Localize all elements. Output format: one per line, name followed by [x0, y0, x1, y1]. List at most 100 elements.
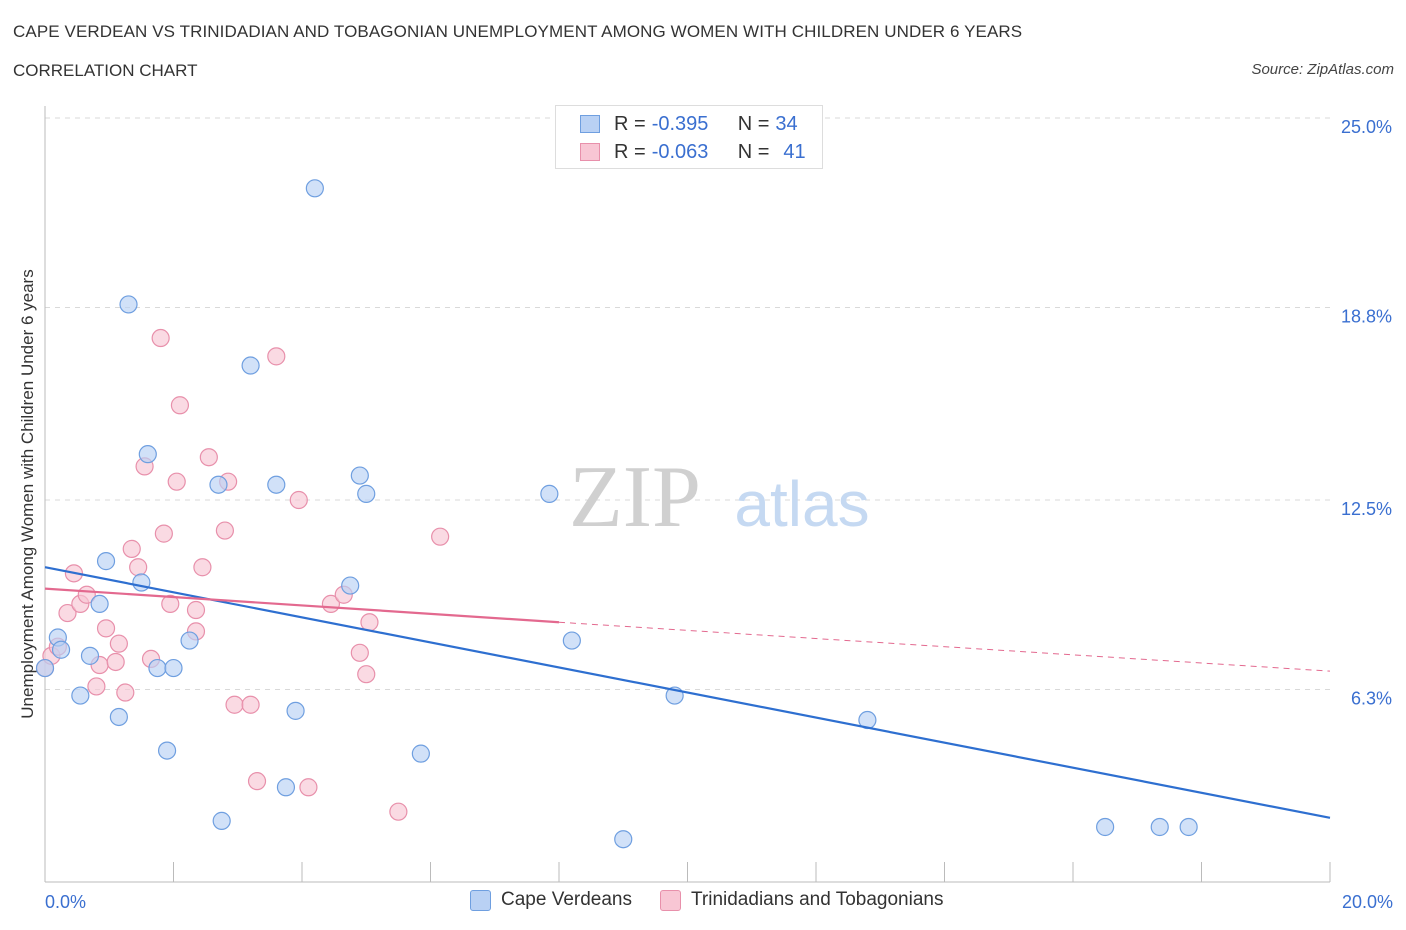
trend-lines: [44, 566, 1331, 819]
trinidadian-point: [247, 772, 267, 791]
legend-swatch-pink: [660, 889, 681, 911]
n-label: N =: [737, 140, 770, 163]
r-value: -0.395: [651, 112, 709, 135]
watermark-atlas: atlas: [734, 468, 869, 540]
y-tick-labels: 6.3% 12.5% 18.8% 25.0%: [1341, 117, 1392, 708]
watermark: ZIP atlas: [569, 449, 870, 546]
x-tick-labels: 0.0% 20.0%: [45, 892, 1393, 912]
cape-verdean-point: [350, 466, 369, 485]
stats-row-cape-verdeans: R = -0.395 N = 34: [580, 112, 798, 136]
cape-verdean-point: [276, 778, 296, 797]
cape-verdean-point: [109, 707, 128, 727]
y-tick-label: 25.0%: [1341, 117, 1392, 137]
legend-swatch-blue: [580, 115, 600, 133]
cape-verdean-point: [212, 811, 231, 830]
r-label: R =: [614, 140, 646, 163]
stats-legend: R = -0.395 N = 34 R = -0.063 N = 41: [555, 105, 823, 169]
trinidadian-point: [360, 613, 379, 632]
trinidadian-point: [193, 558, 212, 577]
r-value: -0.063: [651, 140, 709, 163]
cape-verdean-point: [411, 744, 430, 763]
y-tick-label: 12.5%: [1341, 499, 1392, 519]
cape-verdean-point: [51, 640, 71, 659]
cape-verdean-point: [1096, 817, 1115, 837]
trinidadian-point: [58, 603, 77, 623]
trinidadian-point: [154, 524, 173, 543]
legend-label: Trinidadians and Tobagonians: [691, 889, 944, 910]
cape-verdean-point: [157, 741, 177, 760]
chart-title: CAPE VERDEAN VS TRINIDADIAN AND TOBAGONI…: [13, 22, 1023, 41]
trinidadian-point: [289, 490, 308, 510]
cape-verdean-point: [357, 484, 376, 503]
trinidadian-point: [357, 665, 376, 684]
cape-verdean-point: [241, 356, 260, 375]
cape-verdean-point: [180, 631, 199, 650]
trinidadian-point: [299, 778, 318, 797]
legend-swatch-pink: [580, 143, 600, 161]
watermark-zip: ZIP: [569, 449, 701, 546]
r-label: R =: [614, 112, 646, 135]
trend-line-trinidadians: [44, 587, 560, 624]
y-axis-label: Unemployment Among Women with Children U…: [18, 269, 37, 719]
cape-verdean-point: [71, 686, 90, 705]
trinidadian-point: [267, 347, 286, 366]
cape-verdean-point: [1179, 817, 1198, 837]
cape-verdean-point: [90, 594, 109, 614]
n-value: 41: [783, 140, 806, 163]
cape-verdean-point: [132, 573, 151, 592]
series-trinidadians-points: [35, 328, 450, 821]
x-tick-label: 20.0%: [1342, 892, 1393, 912]
cape-verdean-point: [119, 295, 138, 314]
trinidadian-point: [431, 527, 450, 546]
trinidadian-point: [241, 695, 260, 714]
trinidadian-point: [389, 802, 408, 821]
cape-verdean-point: [35, 658, 55, 678]
axes: [44, 106, 1331, 883]
trinidadian-point: [122, 539, 141, 558]
trinidadian-point: [96, 619, 116, 638]
cape-verdean-point: [614, 830, 633, 849]
trinidadian-point: [151, 328, 170, 348]
legend-label: Cape Verdeans: [501, 889, 632, 910]
trinidadian-point: [116, 683, 135, 702]
legend-item-cape-verdeans: Cape Verdeans: [470, 889, 632, 911]
cape-verdean-point: [286, 701, 305, 720]
x-tick-label: 0.0%: [45, 892, 86, 912]
legend-swatch-blue: [470, 889, 491, 911]
trinidadian-point: [87, 677, 106, 696]
trinidadian-point: [161, 594, 180, 614]
n-value: 34: [775, 112, 798, 135]
y-tick-label: 6.3%: [1351, 688, 1392, 708]
cape-verdean-point: [267, 475, 286, 494]
cape-verdean-point: [305, 179, 324, 198]
cape-verdean-point: [138, 445, 157, 464]
cape-verdean-point: [148, 658, 167, 678]
trinidadian-point: [350, 643, 369, 662]
trinidadian-point: [186, 600, 206, 620]
series-legend: Cape Verdeans Trinidadians and Tobagonia…: [470, 889, 971, 911]
trinidadian-point: [109, 634, 128, 653]
cape-verdean-point: [164, 658, 183, 678]
trend-line-trinidadians-extension: [558, 621, 1331, 672]
trinidadian-point: [170, 396, 190, 415]
cape-verdean-point: [562, 631, 581, 650]
trinidadian-point: [199, 448, 218, 467]
cape-verdean-point: [96, 552, 116, 571]
trinidadian-point: [129, 558, 148, 577]
source-credit: Source: ZipAtlas.com: [1251, 61, 1394, 78]
trinidadian-point: [106, 652, 125, 672]
series-cape-verdeans-points: [35, 179, 1198, 849]
legend-item-trinidadians: Trinidadians and Tobagonians: [660, 889, 943, 911]
trinidadian-point: [225, 695, 244, 714]
cape-verdean-point: [1150, 817, 1169, 837]
cape-verdean-point: [80, 646, 100, 665]
y-tick-label: 18.8%: [1341, 306, 1392, 326]
chart-subtitle: CORRELATION CHART: [13, 61, 198, 80]
trinidadian-point: [167, 472, 186, 491]
trend-line-cape-verdeans: [44, 566, 1331, 819]
trinidadian-point: [215, 521, 234, 540]
cape-verdean-point: [209, 475, 228, 494]
stats-row-trinidadians: R = -0.063 N = 41: [580, 140, 806, 164]
cape-verdean-point: [341, 576, 360, 595]
